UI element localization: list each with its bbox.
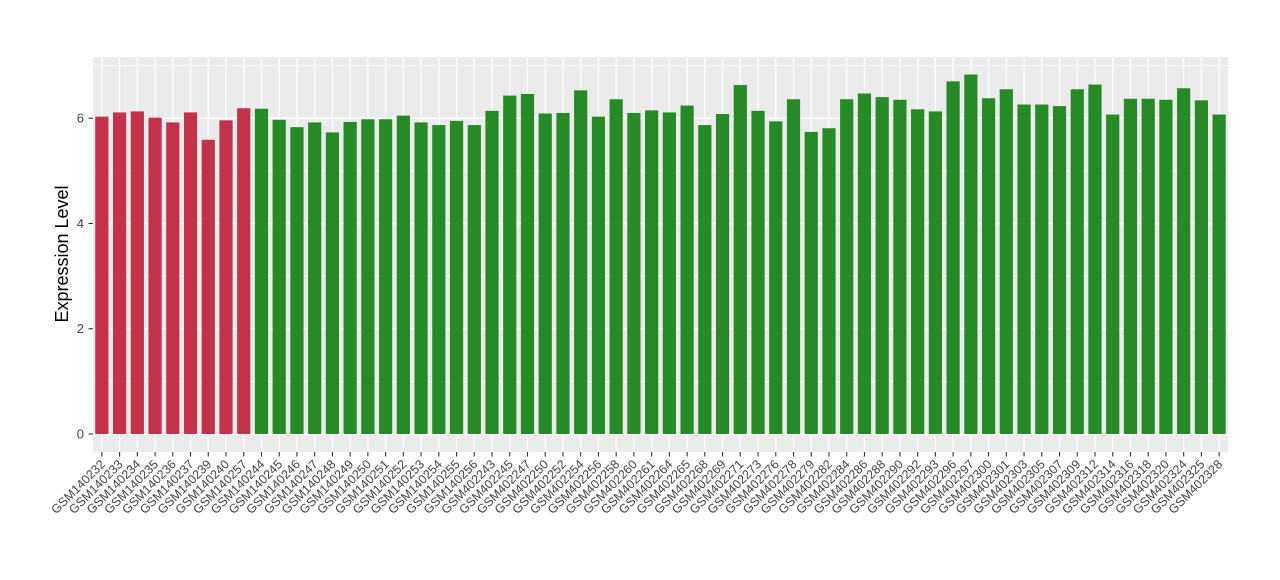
bar bbox=[520, 94, 535, 435]
bar bbox=[1106, 114, 1120, 435]
bar bbox=[254, 108, 269, 435]
bar bbox=[1177, 88, 1191, 435]
bar bbox=[875, 97, 889, 434]
bar bbox=[325, 132, 340, 434]
bar bbox=[964, 74, 978, 434]
bar bbox=[1123, 98, 1138, 435]
bar bbox=[1212, 114, 1226, 435]
bar bbox=[857, 93, 872, 435]
bar bbox=[556, 112, 570, 434]
bar bbox=[1159, 99, 1173, 434]
bar bbox=[893, 99, 907, 434]
bar bbox=[148, 117, 162, 435]
bar bbox=[804, 131, 818, 434]
bar bbox=[95, 116, 109, 434]
y-tick-label: 0 bbox=[77, 427, 84, 442]
bar bbox=[1035, 104, 1049, 435]
bar bbox=[645, 110, 659, 434]
bar bbox=[928, 111, 942, 434]
bar bbox=[130, 111, 144, 434]
bar bbox=[343, 121, 357, 434]
y-axis-title: Expression Level bbox=[52, 185, 72, 323]
bar bbox=[946, 81, 960, 434]
bar bbox=[272, 119, 286, 435]
bar bbox=[662, 112, 676, 435]
bar bbox=[538, 113, 552, 434]
bar bbox=[609, 99, 623, 435]
y-tick-label: 4 bbox=[77, 216, 84, 231]
bar bbox=[219, 120, 233, 435]
bar bbox=[680, 105, 694, 434]
bar bbox=[911, 109, 925, 435]
bar bbox=[591, 116, 606, 434]
bar bbox=[183, 112, 198, 435]
bar bbox=[1070, 89, 1084, 434]
bar bbox=[574, 90, 588, 434]
bar bbox=[769, 121, 783, 434]
bar bbox=[751, 110, 765, 434]
bar bbox=[698, 125, 712, 435]
bar bbox=[290, 127, 304, 434]
bar bbox=[1052, 106, 1067, 434]
bar bbox=[1017, 104, 1031, 435]
bar bbox=[715, 114, 730, 435]
bar bbox=[237, 108, 251, 434]
bar bbox=[733, 85, 747, 434]
y-tick-label: 2 bbox=[77, 321, 84, 336]
bar bbox=[201, 139, 215, 435]
bar bbox=[166, 122, 180, 435]
bar bbox=[396, 115, 410, 434]
bar bbox=[432, 125, 446, 435]
bar bbox=[1141, 98, 1155, 435]
bar bbox=[786, 99, 801, 435]
bar bbox=[822, 128, 836, 434]
y-tick-label: 6 bbox=[77, 111, 84, 126]
bar bbox=[999, 89, 1013, 434]
bar bbox=[467, 125, 481, 435]
bar bbox=[1088, 84, 1102, 434]
bar bbox=[361, 119, 375, 435]
bar bbox=[449, 120, 464, 434]
bar bbox=[503, 95, 517, 434]
bar bbox=[379, 119, 393, 435]
bar bbox=[1194, 100, 1208, 434]
bar bbox=[627, 112, 641, 434]
bar bbox=[308, 122, 322, 435]
bar bbox=[485, 110, 499, 434]
bar bbox=[981, 98, 996, 435]
bar bbox=[414, 122, 428, 435]
bar bbox=[840, 99, 854, 435]
bar bbox=[113, 112, 127, 435]
